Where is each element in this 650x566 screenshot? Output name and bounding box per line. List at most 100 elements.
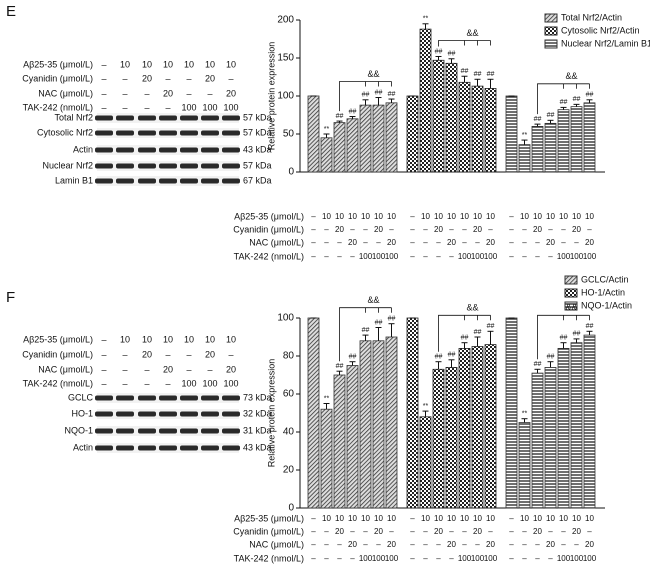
bracket [537, 83, 590, 115]
treatment-value: – [350, 252, 355, 261]
bracket-label: && [466, 303, 478, 313]
legend-label: NQO-1/Actin [581, 300, 632, 310]
treatment-value: – [389, 527, 394, 536]
treatment-value: 10 [387, 514, 396, 523]
significance-label: ## [560, 335, 568, 342]
blot-band [222, 445, 240, 451]
blot-band [180, 163, 198, 169]
treatment-value: – [535, 554, 540, 563]
treatment-value: 100 [583, 554, 597, 563]
bar [432, 59, 445, 173]
blot-band [116, 411, 134, 417]
treatment-value: – [311, 514, 316, 523]
treatment-value: 20 [374, 527, 383, 536]
treatment-value: – [462, 225, 467, 234]
blot-band [180, 411, 198, 417]
treatment-value: – [144, 378, 149, 388]
bar [307, 317, 320, 509]
treatment-value: – [122, 378, 127, 388]
treatment-value: 10 [163, 334, 173, 344]
treatment-value: – [410, 540, 415, 549]
bar [544, 366, 557, 509]
legend-swatch [564, 301, 578, 311]
blot-band [201, 395, 219, 401]
treatment-label: Cyanidin (μmol/L) [233, 526, 304, 536]
treatment-value: 10 [533, 514, 542, 523]
significance-label: ## [375, 89, 383, 96]
treatment-value: – [548, 225, 553, 234]
treatment-value: – [587, 225, 592, 234]
band-size: 73 kDa [243, 392, 272, 402]
treatment-value: 100 [202, 102, 217, 112]
treatment-value: – [337, 554, 342, 563]
bracket-label: && [565, 71, 577, 81]
treatment-value: 10 [184, 334, 194, 344]
treatment-value: – [122, 88, 127, 98]
treatment-value: 100 [484, 252, 498, 261]
bar [432, 368, 445, 509]
blot-band [138, 411, 156, 417]
treatment-value: – [350, 225, 355, 234]
treatment-value: 20 [473, 527, 482, 536]
blot-band [116, 115, 134, 121]
y-tick-label: 0 [288, 503, 294, 514]
significance-label: ** [522, 132, 528, 139]
legend-swatch [564, 275, 578, 285]
bar [320, 137, 333, 173]
significance-label: ## [534, 361, 542, 368]
treatment-value: – [311, 527, 316, 536]
treatment-value: – [376, 540, 381, 549]
treatment-value: – [186, 73, 191, 83]
treatment-value: 10 [434, 212, 443, 221]
treatment-value: 10 [585, 514, 594, 523]
bar [372, 104, 385, 173]
treatment-value: – [587, 527, 592, 536]
significance-label: ## [560, 99, 568, 106]
band-label: HO-1 [71, 408, 93, 418]
significance-label: ## [336, 363, 344, 370]
blot-band [138, 428, 156, 434]
treatment-value: – [350, 527, 355, 536]
legend-swatch [544, 13, 558, 23]
treatment-label: NAC (μmol/L) [38, 364, 93, 374]
band-size: 31 kDa [243, 425, 272, 435]
treatment-value: – [522, 527, 527, 536]
blot-band [138, 163, 156, 169]
treatment-value: – [509, 540, 514, 549]
legend-swatch [564, 288, 578, 298]
bar [471, 85, 484, 173]
treatment-value: 100 [359, 554, 373, 563]
bracket-label: && [367, 69, 379, 79]
treatment-label: TAK-242 (nmol/L) [23, 102, 93, 112]
treatment-value: 10 [546, 514, 555, 523]
treatment-value: 20 [434, 225, 443, 234]
treatment-value: 10 [120, 59, 130, 69]
treatment-value: 20 [163, 364, 173, 374]
significance-label: ## [487, 71, 495, 78]
treatment-value: – [363, 527, 368, 536]
significance-label: ** [423, 16, 429, 23]
band-label: Total Nrf2 [54, 112, 93, 122]
significance-label: ** [423, 403, 429, 410]
treatment-value: 10 [421, 212, 430, 221]
treatment-value: – [488, 225, 493, 234]
treatment-label: Aβ25-35 (μmol/L) [23, 334, 93, 344]
y-axis-label: Relative protein expression [266, 42, 276, 151]
significance-label: ## [349, 354, 357, 361]
treatment-value: 20 [374, 225, 383, 234]
y-tick-label: 20 [283, 465, 295, 476]
treatment-value: 20 [486, 540, 495, 549]
blot-band [222, 147, 240, 153]
treatment-value: – [423, 540, 428, 549]
blot-band [95, 178, 113, 184]
band-size: 43 kDa [243, 442, 272, 452]
treatment-value: – [122, 73, 127, 83]
significance-label: ## [461, 68, 469, 75]
treatment-value: 20 [572, 225, 581, 234]
blot-band [138, 395, 156, 401]
treatment-value: – [311, 225, 316, 234]
blot-band [95, 428, 113, 434]
treatment-label: Aβ25-35 (μmol/L) [23, 59, 93, 69]
blot-band [159, 115, 177, 121]
